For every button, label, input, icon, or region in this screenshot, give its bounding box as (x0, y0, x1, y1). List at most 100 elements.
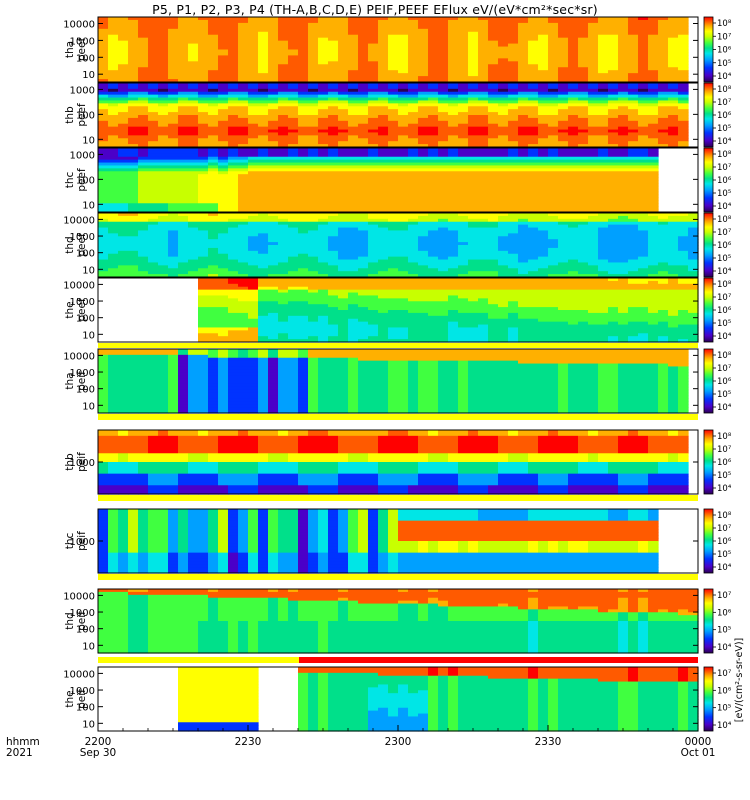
heatmap-cell (608, 103, 619, 107)
heatmap-cell (538, 165, 549, 169)
heatmap-cell (428, 49, 439, 54)
heatmap-cell (608, 58, 619, 62)
heatmap-cell (138, 268, 149, 272)
heatmap-cell (208, 162, 219, 167)
heatmap-cell (188, 180, 199, 184)
heatmap-cell (648, 37, 659, 42)
heatmap-cell (668, 25, 679, 30)
heatmap-cell (458, 165, 469, 169)
heatmap-cell (568, 109, 579, 113)
heatmap-cell (608, 115, 619, 119)
colorbar-tick-label: 10⁵ (717, 59, 731, 69)
heatmap-cell (238, 138, 249, 142)
heatmap-cell (398, 206, 409, 210)
heatmap-cell (528, 103, 539, 107)
heatmap-cell (128, 253, 139, 258)
heatmap-cell (148, 52, 159, 56)
heatmap-cell (378, 182, 389, 187)
heatmap-cell (178, 117, 189, 122)
heatmap-cell (428, 209, 439, 213)
heatmap-cell (318, 132, 329, 136)
heatmap-cell (118, 132, 129, 136)
heatmap-cell (438, 103, 449, 107)
heatmap-cell (178, 171, 189, 175)
heatmap-cell (338, 218, 349, 223)
heatmap-cell (478, 129, 489, 134)
heatmap-cell (398, 100, 409, 104)
heatmap-cell (128, 180, 139, 184)
heatmap-cell (188, 141, 199, 145)
heatmap-cell (308, 17, 319, 21)
heatmap-cell (118, 88, 129, 93)
heatmap-cell (248, 141, 259, 145)
heatmap-cell (308, 25, 319, 30)
heatmap-cell (318, 194, 329, 199)
heatmap-cell (288, 259, 299, 264)
heatmap-cell (418, 94, 429, 99)
heatmap-cell (478, 91, 489, 96)
heatmap-cell (508, 194, 519, 199)
heatmap-cell (188, 144, 199, 148)
heatmap-cell (238, 76, 249, 80)
heatmap-cell (588, 85, 599, 90)
heatmap-cell (118, 117, 129, 122)
heatmap-cell (268, 76, 279, 80)
heatmap-cell (138, 259, 149, 264)
heatmap-cell (548, 73, 559, 77)
heatmap-cell (178, 256, 189, 261)
heatmap-cell (458, 153, 469, 158)
heatmap-cell (508, 58, 519, 62)
heatmap-cell (278, 126, 289, 131)
heatmap-cell (478, 103, 489, 107)
heatmap-cell (508, 123, 519, 128)
heatmap-cell (118, 138, 129, 142)
heatmap-cell (508, 132, 519, 136)
heatmap-cell (338, 79, 349, 83)
heatmap-cell (588, 162, 599, 167)
heatmap-cell (488, 112, 499, 116)
heatmap-cell (428, 194, 439, 199)
heatmap-cell (338, 274, 349, 278)
heatmap-cell (198, 97, 209, 102)
heatmap-cell (148, 49, 159, 54)
heatmap-cell (218, 34, 229, 39)
heatmap-cell (658, 138, 669, 142)
heatmap-cell (588, 200, 599, 204)
heatmap-cell (398, 132, 409, 136)
heatmap-cell (388, 191, 399, 196)
heatmap-cell (218, 182, 229, 187)
heatmap-cell (498, 49, 509, 54)
heatmap-cell (468, 79, 479, 83)
heatmap-cell (618, 120, 629, 125)
heatmap-cell (568, 185, 579, 190)
heatmap-cell (288, 150, 299, 155)
heatmap-cell (498, 206, 509, 210)
heatmap-cell (378, 194, 389, 199)
heatmap-cell (428, 174, 439, 178)
heatmap-cell (408, 126, 419, 131)
heatmap-cell (148, 28, 159, 33)
heatmap-cell (188, 268, 199, 272)
heatmap-cell (158, 250, 169, 255)
heatmap-cell (248, 28, 259, 33)
heatmap-cell (338, 112, 349, 116)
heatmap-cell (308, 132, 319, 136)
heatmap-cell (238, 103, 249, 107)
heatmap-cell (458, 46, 469, 51)
heatmap-cell (318, 52, 329, 56)
heatmap-cell (368, 138, 379, 142)
heatmap-cell (308, 37, 319, 42)
heatmap-cell (198, 182, 209, 187)
heatmap-cell (338, 52, 349, 56)
heatmap-cell (228, 185, 239, 190)
heatmap-cell (498, 40, 509, 45)
heatmap-cell (428, 70, 439, 74)
heatmap-cell (468, 120, 479, 125)
heatmap-cell (148, 247, 159, 252)
heatmap-cell (578, 115, 589, 119)
heatmap-cell (238, 123, 249, 128)
heatmap-cell (238, 85, 249, 90)
heatmap-cell (108, 239, 119, 243)
heatmap-cell (558, 103, 569, 107)
heatmap-cell (208, 221, 219, 226)
